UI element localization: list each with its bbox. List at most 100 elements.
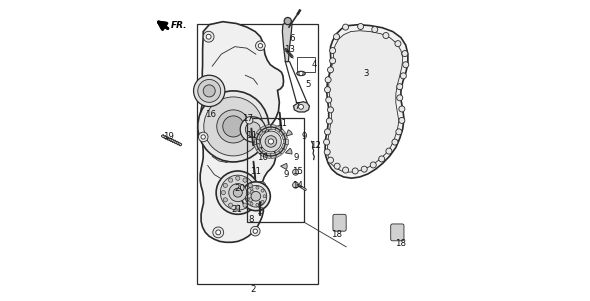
Text: 11: 11 [276, 119, 287, 128]
Text: 21: 21 [232, 205, 242, 214]
Circle shape [299, 71, 303, 76]
Bar [278, 129, 286, 135]
Circle shape [245, 122, 260, 137]
Bar [297, 57, 316, 72]
Circle shape [235, 205, 240, 209]
Circle shape [213, 227, 224, 238]
Circle shape [383, 33, 389, 39]
Circle shape [261, 189, 264, 192]
Text: 9: 9 [294, 153, 299, 162]
Bar [266, 153, 271, 159]
Polygon shape [283, 20, 292, 62]
Circle shape [263, 195, 266, 198]
Circle shape [299, 104, 303, 109]
Text: 9: 9 [301, 132, 307, 141]
Circle shape [326, 97, 332, 103]
Text: 15: 15 [292, 167, 303, 176]
Text: 11: 11 [246, 131, 257, 140]
FancyBboxPatch shape [391, 224, 404, 241]
Circle shape [243, 178, 247, 182]
Circle shape [268, 139, 274, 144]
Circle shape [257, 182, 266, 191]
Circle shape [258, 44, 263, 48]
Polygon shape [199, 22, 284, 242]
Circle shape [330, 48, 336, 54]
Circle shape [228, 203, 232, 207]
Circle shape [203, 85, 215, 97]
Circle shape [361, 166, 367, 172]
Circle shape [248, 183, 253, 188]
Text: FR.: FR. [171, 21, 188, 30]
Text: 11: 11 [250, 167, 261, 176]
Circle shape [343, 24, 349, 30]
Circle shape [248, 198, 253, 202]
Circle shape [402, 51, 408, 57]
Circle shape [198, 79, 221, 102]
Text: 16: 16 [205, 110, 215, 119]
FancyBboxPatch shape [333, 214, 346, 231]
Circle shape [326, 118, 332, 124]
Bar [271, 153, 276, 159]
Text: 7: 7 [294, 102, 300, 111]
Bar [254, 139, 259, 144]
Text: 2: 2 [250, 285, 255, 294]
Text: 5: 5 [306, 80, 312, 89]
Bar [257, 129, 263, 135]
Circle shape [256, 186, 259, 189]
Polygon shape [327, 31, 403, 172]
Bar [283, 139, 288, 144]
Circle shape [250, 226, 260, 236]
Circle shape [203, 31, 214, 42]
Circle shape [250, 187, 253, 190]
Circle shape [251, 191, 261, 201]
Circle shape [327, 67, 333, 73]
Bar [281, 143, 287, 150]
Text: 6: 6 [289, 34, 295, 43]
Circle shape [372, 26, 378, 33]
Circle shape [246, 198, 249, 201]
Polygon shape [293, 102, 309, 112]
Circle shape [324, 129, 330, 135]
Circle shape [255, 41, 265, 51]
Text: 19: 19 [162, 132, 173, 141]
Circle shape [198, 91, 269, 162]
Circle shape [245, 185, 267, 207]
Circle shape [401, 73, 407, 79]
Circle shape [333, 34, 340, 40]
Circle shape [250, 191, 254, 195]
Circle shape [221, 191, 225, 195]
Bar [266, 124, 271, 130]
Circle shape [220, 175, 255, 210]
Circle shape [327, 107, 333, 113]
Circle shape [233, 188, 242, 197]
Ellipse shape [297, 71, 305, 76]
Text: 12: 12 [310, 141, 321, 150]
Circle shape [395, 41, 401, 47]
Bar [271, 124, 276, 130]
Circle shape [399, 117, 405, 123]
Circle shape [334, 163, 340, 169]
Bar [254, 143, 260, 150]
Circle shape [379, 156, 385, 162]
Circle shape [396, 129, 402, 135]
Bar [275, 126, 281, 132]
Wedge shape [281, 163, 287, 169]
Circle shape [223, 183, 227, 188]
Text: 9: 9 [283, 170, 289, 179]
Circle shape [396, 84, 403, 90]
Text: 20: 20 [235, 184, 245, 193]
Circle shape [265, 136, 277, 147]
Bar [281, 133, 287, 140]
Circle shape [330, 58, 336, 64]
Circle shape [246, 192, 249, 195]
Bar [260, 151, 267, 157]
Circle shape [392, 139, 398, 145]
Circle shape [396, 95, 403, 101]
Bar [196, 24, 319, 284]
Wedge shape [286, 148, 292, 154]
Circle shape [325, 77, 331, 83]
Circle shape [241, 182, 270, 211]
Circle shape [371, 162, 376, 168]
Circle shape [293, 182, 299, 188]
Bar [247, 118, 304, 222]
